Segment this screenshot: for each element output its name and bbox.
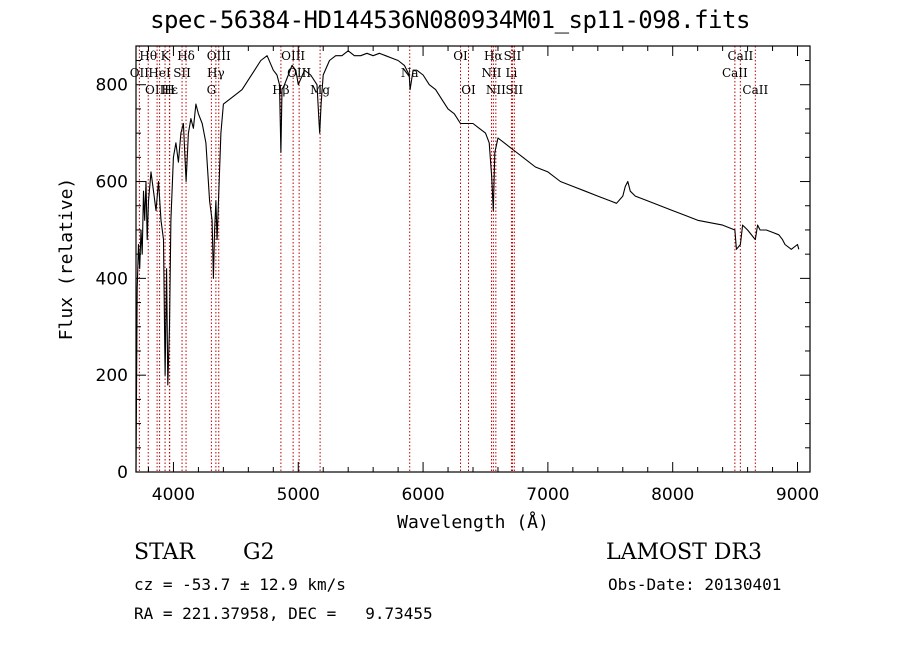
line-label-SII: SII xyxy=(173,66,191,80)
line-label-Mg: Mg xyxy=(310,83,330,97)
y-tick-label: 0 xyxy=(117,463,128,483)
y-axis-label: Flux (relative) xyxy=(56,178,77,341)
series-line-spectrum xyxy=(136,51,799,472)
line-label-G: G xyxy=(207,83,217,97)
y-tick-label: 400 xyxy=(96,269,128,289)
redshift-text: cz = -53.7 ± 12.9 km/s xyxy=(134,575,346,594)
x-tick-label: 8000 xyxy=(651,485,694,505)
x-tick-label: 5000 xyxy=(277,485,320,505)
line-label-Hγ: Hγ xyxy=(207,66,225,80)
line-label-OIII-b: OIII xyxy=(207,49,231,63)
class-label: STAR xyxy=(134,540,195,565)
line-label-OI: OI xyxy=(453,49,468,63)
line-label-NII-b: NII xyxy=(486,83,506,97)
line-label-Li: Li xyxy=(506,66,518,80)
line-label-Hθ: Hθ xyxy=(139,49,157,63)
line-label-OI-b: OI xyxy=(461,83,476,97)
line-label-OIII-c: OIII xyxy=(281,49,305,63)
line-label-Hα: Hα xyxy=(484,49,503,63)
x-tick-label: 4000 xyxy=(152,485,195,505)
x-tick-label: 7000 xyxy=(526,485,569,505)
obs-date-text: Obs-Date: 20130401 xyxy=(608,575,781,594)
coordinates-text: RA = 221.37958, DEC = 9.73455 xyxy=(134,604,433,623)
line-label-K: K xyxy=(161,49,171,63)
line-label-Na: Na xyxy=(401,66,419,80)
line-label-CaII-3: CaII xyxy=(742,83,768,97)
line-label-CaII-1: CaII xyxy=(722,66,748,80)
x-tick-label: 9000 xyxy=(776,485,819,505)
line-label-Hε: Hε xyxy=(161,83,178,97)
y-tick-label: 600 xyxy=(96,173,128,193)
plot-frame xyxy=(136,46,810,472)
y-tick-label: 200 xyxy=(96,366,128,386)
line-label-HeI: HeI xyxy=(148,66,171,80)
subclass-label: G2 xyxy=(243,540,275,565)
line-label-NII: NII xyxy=(481,66,501,80)
line-label-CaII-2: CaII xyxy=(727,49,753,63)
y-tick-label: 800 xyxy=(96,76,128,96)
x-axis-label: Wavelength (Å) xyxy=(397,511,549,533)
line-label-SII-b: SII xyxy=(504,49,522,63)
line-label-Hβ: Hβ xyxy=(272,83,289,97)
line-label-Hδ: Hδ xyxy=(177,49,195,63)
line-label-OII: OII xyxy=(130,66,150,80)
survey-label: LAMOST DR3 xyxy=(606,540,762,565)
line-label-SII-c: SII xyxy=(505,83,523,97)
x-tick-label: 6000 xyxy=(401,485,444,505)
line-label-OIII-d: OIII xyxy=(287,66,311,80)
